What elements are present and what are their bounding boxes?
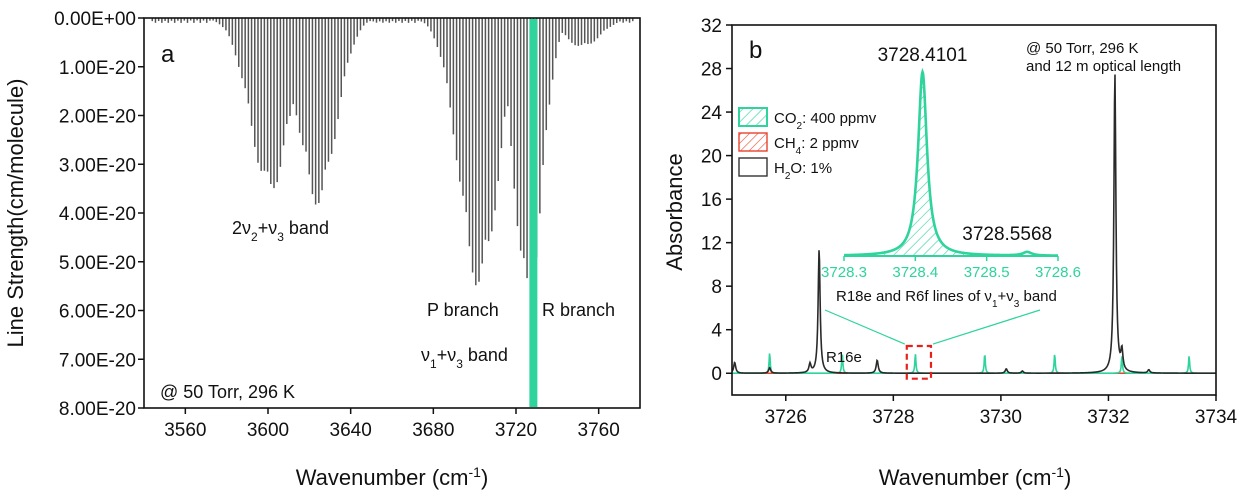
panel-a-highlight-line [529, 19, 538, 407]
y-tick-label: 0.00E+00 [54, 9, 136, 30]
inset-x-tick-label: 3728.5 [964, 264, 1010, 281]
legend-item-h2o: H2O: 1% [738, 157, 832, 182]
legend-item-co2: CO2: 400 ppmv [738, 107, 877, 132]
y-tick-label: 7.00E-20 [59, 350, 136, 371]
panel-b-y-axis-title: Absorbance [662, 153, 687, 270]
legend-item-ch4: CH4: 2 ppmv [738, 132, 859, 157]
legend-label-h2o: H2O: 1% [774, 160, 832, 182]
x-tick-label: 3600 [247, 420, 289, 441]
y-tick-label: 6.00E-20 [59, 302, 136, 323]
panel-a-conditions: @ 50 Torr, 296 K [160, 382, 295, 402]
panel-b-conditions-line1: @ 50 Torr, 296 K [1026, 40, 1139, 57]
panel-b-letter: b [749, 37, 762, 64]
x-tick-label: 3732 [1087, 407, 1129, 428]
panel-a-p-branch-label: P branch [427, 300, 499, 320]
legend-swatch-h2o [738, 157, 768, 177]
x-tick-label: 3760 [578, 420, 620, 441]
panel-b-lines-caption: R18e and R6f lines of ν1+ν3 band [836, 288, 1057, 310]
panel-b-inset: 3728.3 3728.4 3728.5 3728.6 3728.4101 3728.55… [821, 45, 1081, 281]
x-tick-label: 3728 [872, 407, 914, 428]
panel-a-r-branch-label: R branch [542, 300, 615, 320]
legend-swatch-ch4 [738, 132, 768, 152]
panel-b-r16e-label: R16e [826, 349, 862, 366]
y-tick-label: 5.00E-20 [59, 253, 136, 274]
panel-a-y-ticks: 0.00E+00 1.00E-20 2.00E-20 3.00E-20 4.00E-20… [54, 9, 144, 420]
inset-x-tick-label: 3728.3 [821, 264, 867, 281]
panel-b: 3726 3728 3730 3732 3734 0 4 8 12 16 20 24 28 32 372… [662, 16, 1238, 490]
y-tick-label: 12 [701, 234, 722, 255]
panel-a-letter: a [161, 41, 175, 68]
panel-b-zoom-box [905, 344, 933, 380]
inset-x-tick-label: 3728.4 [892, 264, 938, 281]
y-tick-label: 0 [711, 364, 722, 385]
y-tick-label: 28 [701, 60, 722, 81]
panel-b-conditions-line2: and 12 m optical length [1026, 58, 1181, 75]
inset-peak1-label: 3728.4101 [878, 45, 968, 66]
y-tick-label: 20 [701, 147, 722, 168]
x-tick-label: 3726 [765, 407, 807, 428]
x-tick-label: 3560 [164, 420, 206, 441]
y-tick-label: 16 [701, 190, 722, 211]
panel-a-x-axis-title: Wavenumber (cm-1) [296, 464, 489, 490]
panel-a-line-strengths [151, 18, 634, 294]
x-tick-label: 3720 [495, 420, 537, 441]
x-tick-label: 3730 [980, 407, 1022, 428]
panel-b-series [732, 74, 1216, 375]
panel-a: 3560 3600 3640 3680 3720 3760 0.00E+00 1.00E-2… [3, 9, 641, 490]
panel-b-connector-left [824, 309, 906, 345]
y-tick-label: 8.00E-20 [59, 399, 136, 420]
x-tick-label: 3680 [412, 420, 454, 441]
x-tick-label: 3640 [330, 420, 372, 441]
inset-peak2-label: 3728.5568 [962, 224, 1052, 245]
legend-label-ch4: CH4: 2 ppmv [774, 135, 859, 157]
panel-b-x-ticks: 3726 3728 3730 3732 3734 [765, 395, 1238, 428]
panel-b-connector-right [932, 309, 1041, 345]
panel-a-y-axis-title: Line Strength(cm/molecule) [3, 78, 28, 347]
panel-a-band2-label: ν1+ν3 band [421, 345, 508, 371]
y-tick-label: 32 [701, 16, 722, 37]
series-h2o [732, 74, 1216, 374]
y-tick-label: 24 [701, 103, 723, 124]
panel-a-band1-label: 2ν2+ν3 band [232, 218, 329, 244]
panel-b-x-axis-title: Wavenumber (cm-1) [879, 464, 1072, 490]
series-co2 [732, 353, 1216, 375]
x-tick-label: 3734 [1195, 407, 1238, 428]
panel-b-legend: CO2: 400 ppmv CH4: 2 ppmv H2O: 1% [738, 107, 877, 182]
inset-peak-curve [843, 67, 1059, 257]
panel-b-frame [731, 24, 1217, 396]
legend-swatch-co2 [738, 107, 768, 127]
y-tick-label: 4 [711, 321, 722, 342]
panel-a-x-ticks: 3560 3600 3640 3680 3720 3760 [164, 408, 620, 441]
panel-a-frame [143, 17, 641, 409]
y-tick-label: 1.00E-20 [59, 58, 136, 79]
y-tick-label: 3.00E-20 [59, 155, 136, 176]
y-tick-label: 2.00E-20 [59, 107, 136, 128]
legend-label-co2: CO2: 400 ppmv [774, 110, 877, 132]
panel-b-y-ticks: 0 4 8 12 16 20 24 28 32 [701, 16, 732, 385]
inset-x-tick-label: 3728.6 [1035, 264, 1081, 281]
y-tick-label: 8 [711, 277, 722, 298]
y-tick-label: 4.00E-20 [59, 204, 136, 225]
